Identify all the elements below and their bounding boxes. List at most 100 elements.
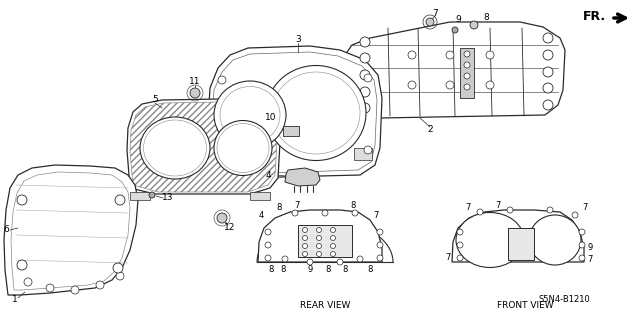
Text: 7: 7 bbox=[294, 201, 300, 210]
Text: 6: 6 bbox=[3, 226, 9, 234]
Text: FRONT VIEW: FRONT VIEW bbox=[497, 300, 554, 309]
Circle shape bbox=[282, 256, 288, 262]
Text: 2: 2 bbox=[427, 125, 433, 135]
Circle shape bbox=[330, 227, 335, 233]
Circle shape bbox=[543, 67, 553, 77]
Circle shape bbox=[190, 88, 200, 98]
Text: 4: 4 bbox=[265, 170, 271, 180]
Circle shape bbox=[377, 242, 383, 248]
Circle shape bbox=[377, 255, 383, 261]
Circle shape bbox=[579, 255, 585, 261]
Text: 7: 7 bbox=[465, 203, 470, 211]
Circle shape bbox=[579, 229, 585, 235]
Text: 7: 7 bbox=[582, 204, 588, 212]
Circle shape bbox=[96, 281, 104, 289]
Circle shape bbox=[218, 76, 226, 84]
Circle shape bbox=[115, 195, 125, 205]
Ellipse shape bbox=[456, 212, 524, 268]
Text: 7: 7 bbox=[445, 254, 451, 263]
Polygon shape bbox=[285, 168, 320, 186]
Circle shape bbox=[524, 251, 529, 256]
Polygon shape bbox=[127, 99, 280, 194]
Circle shape bbox=[292, 210, 298, 216]
Bar bbox=[250, 192, 270, 200]
Text: 4: 4 bbox=[259, 211, 264, 219]
Circle shape bbox=[464, 84, 470, 90]
Text: 9: 9 bbox=[588, 243, 593, 253]
Circle shape bbox=[265, 255, 271, 261]
Circle shape bbox=[360, 37, 370, 47]
Ellipse shape bbox=[140, 117, 210, 179]
Text: FR.: FR. bbox=[583, 11, 606, 24]
Bar bbox=[130, 192, 150, 200]
Polygon shape bbox=[258, 210, 382, 262]
Text: 9: 9 bbox=[307, 265, 312, 275]
Circle shape bbox=[464, 73, 470, 79]
Circle shape bbox=[360, 103, 370, 113]
Circle shape bbox=[322, 210, 328, 216]
Text: 7: 7 bbox=[432, 10, 438, 19]
Polygon shape bbox=[345, 22, 565, 118]
Ellipse shape bbox=[214, 121, 272, 175]
Circle shape bbox=[457, 255, 463, 261]
Text: 12: 12 bbox=[224, 224, 236, 233]
Circle shape bbox=[486, 81, 494, 89]
Circle shape bbox=[17, 260, 27, 270]
Circle shape bbox=[116, 272, 124, 280]
Text: REAR VIEW: REAR VIEW bbox=[300, 300, 350, 309]
Text: 7: 7 bbox=[495, 201, 500, 210]
Polygon shape bbox=[208, 46, 382, 178]
Circle shape bbox=[303, 251, 307, 256]
Circle shape bbox=[547, 207, 553, 213]
Circle shape bbox=[543, 50, 553, 60]
Circle shape bbox=[317, 251, 321, 256]
Circle shape bbox=[17, 195, 27, 205]
Circle shape bbox=[218, 148, 226, 156]
Circle shape bbox=[507, 207, 513, 213]
Bar bbox=[354, 148, 372, 160]
Circle shape bbox=[317, 235, 321, 241]
Text: 8: 8 bbox=[325, 265, 331, 275]
Circle shape bbox=[579, 242, 585, 248]
Bar bbox=[460, 48, 474, 98]
Circle shape bbox=[330, 243, 335, 249]
Text: 5: 5 bbox=[152, 95, 158, 105]
Circle shape bbox=[337, 259, 343, 265]
Text: 7: 7 bbox=[588, 256, 593, 264]
Circle shape bbox=[265, 242, 271, 248]
Circle shape bbox=[446, 51, 454, 59]
Text: 8: 8 bbox=[268, 265, 274, 275]
Circle shape bbox=[24, 278, 32, 286]
Circle shape bbox=[572, 212, 578, 218]
Circle shape bbox=[377, 229, 383, 235]
Text: 8: 8 bbox=[483, 13, 489, 23]
Circle shape bbox=[303, 227, 307, 233]
Circle shape bbox=[113, 263, 123, 273]
Text: 8: 8 bbox=[342, 265, 348, 275]
Circle shape bbox=[364, 74, 372, 82]
Circle shape bbox=[524, 232, 529, 236]
Circle shape bbox=[408, 81, 416, 89]
Ellipse shape bbox=[214, 81, 286, 149]
Text: 8: 8 bbox=[280, 265, 285, 275]
Text: 9: 9 bbox=[455, 16, 461, 25]
Bar bbox=[283, 126, 299, 136]
Circle shape bbox=[524, 241, 529, 247]
Circle shape bbox=[307, 259, 313, 265]
Circle shape bbox=[543, 100, 553, 110]
Circle shape bbox=[317, 243, 321, 249]
Circle shape bbox=[477, 209, 483, 215]
Circle shape bbox=[457, 229, 463, 235]
Circle shape bbox=[457, 242, 463, 248]
Circle shape bbox=[426, 18, 434, 26]
Circle shape bbox=[317, 227, 321, 233]
Circle shape bbox=[265, 229, 271, 235]
Ellipse shape bbox=[529, 215, 581, 265]
Polygon shape bbox=[4, 165, 138, 295]
Circle shape bbox=[357, 256, 363, 262]
Circle shape bbox=[46, 284, 54, 292]
Bar bbox=[508, 228, 534, 260]
Circle shape bbox=[511, 241, 516, 247]
Ellipse shape bbox=[266, 65, 366, 160]
Circle shape bbox=[330, 235, 335, 241]
